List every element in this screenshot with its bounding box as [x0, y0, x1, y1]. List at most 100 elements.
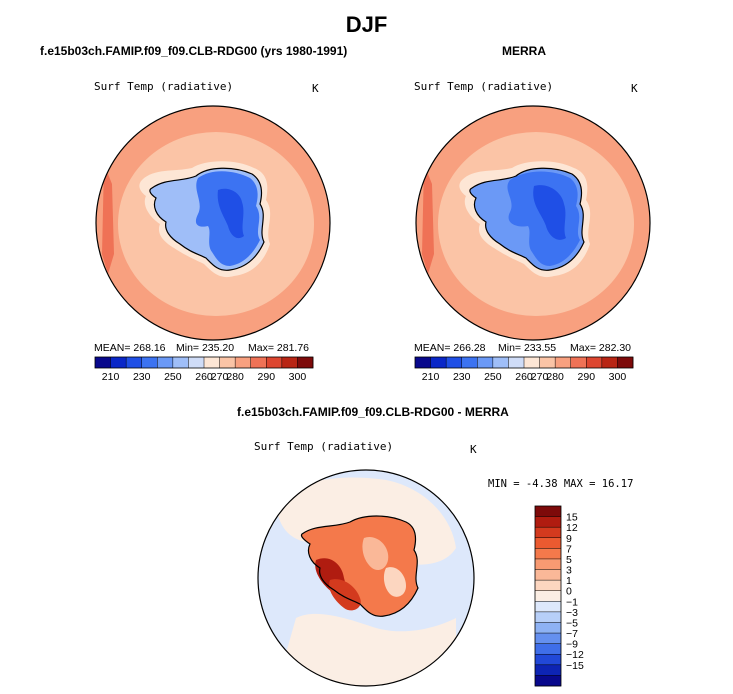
map-boundary — [95, 105, 331, 341]
right-panel-header: MERRA — [502, 44, 546, 58]
panel2-mean: MEAN= 266.28 — [414, 342, 486, 354]
panel2-min: Min= 233.55 — [498, 342, 557, 354]
colorbar-frame — [534, 505, 562, 687]
colorbar-tick-label: 15 — [566, 512, 578, 524]
panel2-max: Max= 282.30 — [570, 342, 632, 354]
panel2-variable-label: Surf Temp (radiative) — [414, 80, 554, 93]
colorbar-swatch — [535, 654, 561, 666]
diff-panel-header: f.e15b03ch.FAMIP.f09_f09.CLB-RDG00 - MER… — [237, 405, 509, 419]
colorbar-swatch — [535, 516, 561, 528]
coastline — [149, 167, 265, 271]
colorbar-swatch — [535, 548, 561, 560]
panel3-variable-label: Surf Temp (radiative) — [254, 440, 394, 453]
colorbar-swatch — [555, 357, 572, 368]
colorbar-swatch — [461, 357, 478, 368]
colorbar-tick-label: 280 — [226, 371, 244, 383]
colorbar-swatch — [110, 357, 127, 368]
colorbar-swatch — [535, 558, 561, 570]
colorbar-tick-label: −15 — [566, 660, 584, 672]
colorbar-tick-label: 1 — [566, 575, 572, 587]
colorbar-swatch — [157, 357, 174, 368]
colorbar-tick-label: 250 — [484, 371, 502, 383]
colorbar-swatch — [535, 611, 561, 623]
map-boundary — [257, 469, 475, 687]
panel1-map — [95, 105, 331, 341]
colorbar-tick-label: 210 — [102, 371, 120, 383]
panel1-units-label: K — [312, 82, 319, 95]
warm-edge — [422, 164, 434, 274]
plateau-coldest — [533, 185, 566, 240]
plateau-coldest — [217, 188, 244, 239]
colorbar-tick-label: 290 — [578, 371, 596, 383]
colorbar-tick-label: −5 — [566, 617, 578, 629]
colorbar-swatch — [535, 527, 561, 539]
colorbar-tick-label: 230 — [133, 371, 151, 383]
panel1-mean: MEAN= 268.16 — [94, 342, 166, 354]
panel3-units-label: K — [470, 443, 477, 456]
colorbar-tick-label: 250 — [164, 371, 182, 383]
warm-edge — [102, 164, 114, 274]
colorbar-swatch — [95, 357, 111, 368]
colorbar-swatch — [524, 357, 540, 368]
colorbar-swatch — [539, 357, 556, 368]
panel3-range-label: MIN = -4.38 MAX = 16.17 — [488, 478, 634, 490]
colorbar-swatch — [430, 357, 447, 368]
colorbar-swatch — [535, 537, 561, 549]
colorbar-swatch — [492, 357, 509, 368]
page-title: DJF — [345, 12, 388, 37]
colorbar-swatch — [188, 357, 205, 368]
panel2-units-label: K — [631, 82, 638, 95]
colorbar-tick-label: −7 — [566, 628, 578, 640]
colorbar-swatch — [126, 357, 143, 368]
colorbar-tick-label: 270 — [531, 371, 549, 383]
colorbar-tick-label: −3 — [566, 607, 578, 619]
colorbar-tick-label: 5 — [566, 554, 572, 566]
plateau-mild-east — [383, 567, 406, 597]
colorbar-tick-label: 280 — [546, 371, 564, 383]
colorbar-tick-label: 9 — [566, 533, 572, 545]
colorbar-swatch — [415, 357, 431, 368]
colorbar-swatch — [535, 643, 561, 655]
colorbar-swatch — [617, 357, 634, 368]
colorbar-swatch — [535, 601, 561, 613]
left-panel-header: f.e15b03ch.FAMIP.f09_f09.CLB-RDG00 (yrs … — [40, 44, 348, 58]
colorbar-tick-label: 3 — [566, 565, 572, 577]
colorbar-swatch — [535, 633, 561, 644]
colorbar-swatch — [281, 357, 298, 368]
colorbar-swatch — [586, 357, 603, 368]
colorbar-swatch — [172, 357, 189, 368]
colorbar-tick-label: 12 — [566, 522, 578, 534]
colorbar-swatch — [535, 569, 561, 581]
colorbar-tick-label: 290 — [258, 371, 276, 383]
colorbar-swatch — [235, 357, 252, 368]
colorbar-swatch — [446, 357, 463, 368]
panel2-map — [415, 105, 651, 341]
colorbar-swatch — [141, 357, 158, 368]
colorbar-tick-label: 300 — [289, 371, 307, 383]
colorbar-swatch — [477, 357, 494, 368]
colorbar-swatch — [535, 675, 561, 687]
colorbar-tick-label: 260 — [515, 371, 533, 383]
colorbar-tick-label: 7 — [566, 543, 572, 555]
panel1-min: Min= 235.20 — [176, 342, 235, 354]
colorbar-swatch — [508, 357, 525, 368]
colorbar-swatch — [219, 357, 236, 368]
coastline — [469, 167, 585, 271]
colorbar-tick-label: 230 — [453, 371, 471, 383]
colorbar-swatch — [250, 357, 267, 368]
colorbar-swatch — [570, 357, 587, 368]
colorbar-tick-label: −9 — [566, 639, 578, 651]
colorbar-swatch — [266, 357, 283, 368]
panel1-max: Max= 281.76 — [248, 342, 310, 354]
colorbar-tick-label: 210 — [422, 371, 440, 383]
colorbar-tick-label: 300 — [609, 371, 627, 383]
colorbar-swatch — [601, 357, 618, 368]
map-boundary — [415, 105, 651, 341]
colorbar-swatch — [535, 664, 561, 676]
colorbar-swatch — [204, 357, 220, 368]
coastline — [300, 515, 419, 617]
colorbar-tick-label: −12 — [566, 649, 584, 661]
